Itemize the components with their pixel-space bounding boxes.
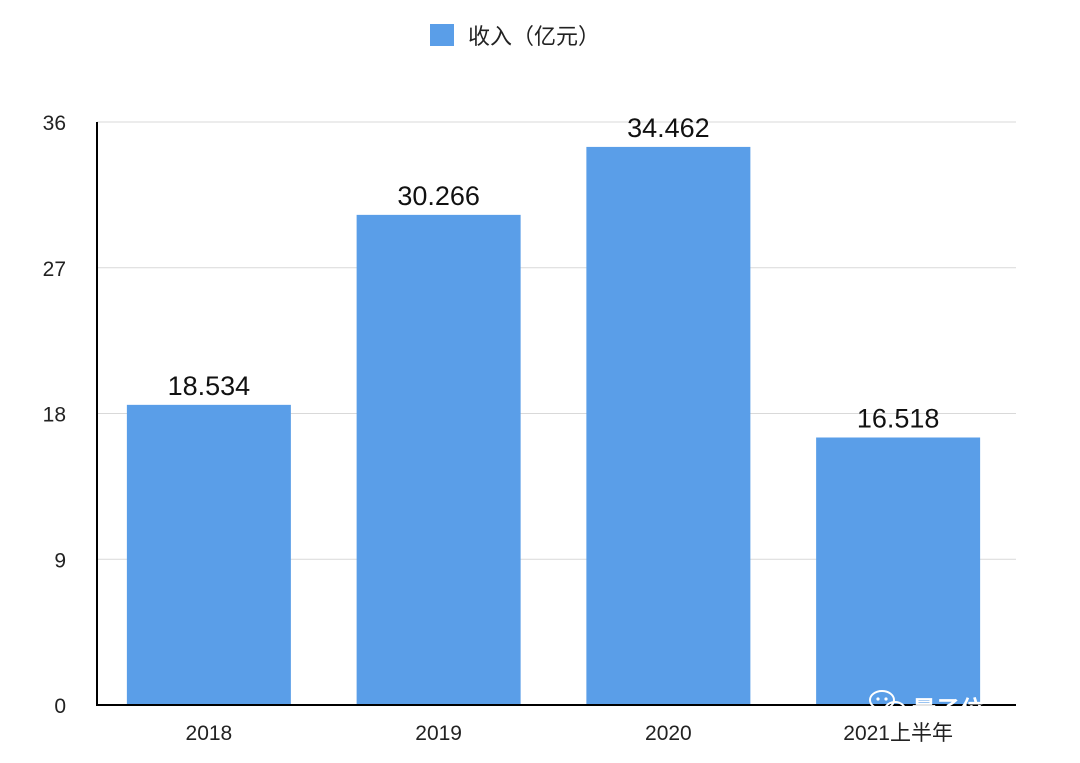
legend-label: 收入（亿元） [468,24,600,49]
legend-swatch [430,24,454,46]
legend: 收入（亿元） [430,24,600,49]
wechat-icon [869,690,906,719]
bar-value-label: 30.266 [397,181,480,211]
bars [126,146,981,706]
value-labels: 18.534 30.266 34.462 16.518 [168,113,940,434]
bar [126,404,291,705]
bar [356,214,521,705]
bar-value-label: 18.534 [168,371,251,401]
y-axis-ticks: 0 9 18 27 36 [43,112,66,718]
x-category-label: 2018 [186,722,233,745]
watermark: 量子位 [869,690,984,724]
y-tick-label: 27 [43,258,66,281]
bar-value-label: 16.518 [857,404,940,434]
x-axis-categories: 2018 2019 2020 2021上半年 [186,722,953,745]
y-tick-label: 0 [54,695,66,718]
bar [586,146,751,706]
y-tick-label: 18 [43,404,66,427]
y-tick-label: 36 [43,112,66,135]
x-category-label: 2019 [415,722,462,745]
x-category-label: 2020 [645,722,692,745]
bar [816,437,981,705]
x-category-label: 2021上半年 [843,722,953,745]
bar-value-label: 34.462 [627,113,710,143]
y-tick-label: 9 [54,549,66,572]
watermark-label: 量子位 [912,696,984,724]
